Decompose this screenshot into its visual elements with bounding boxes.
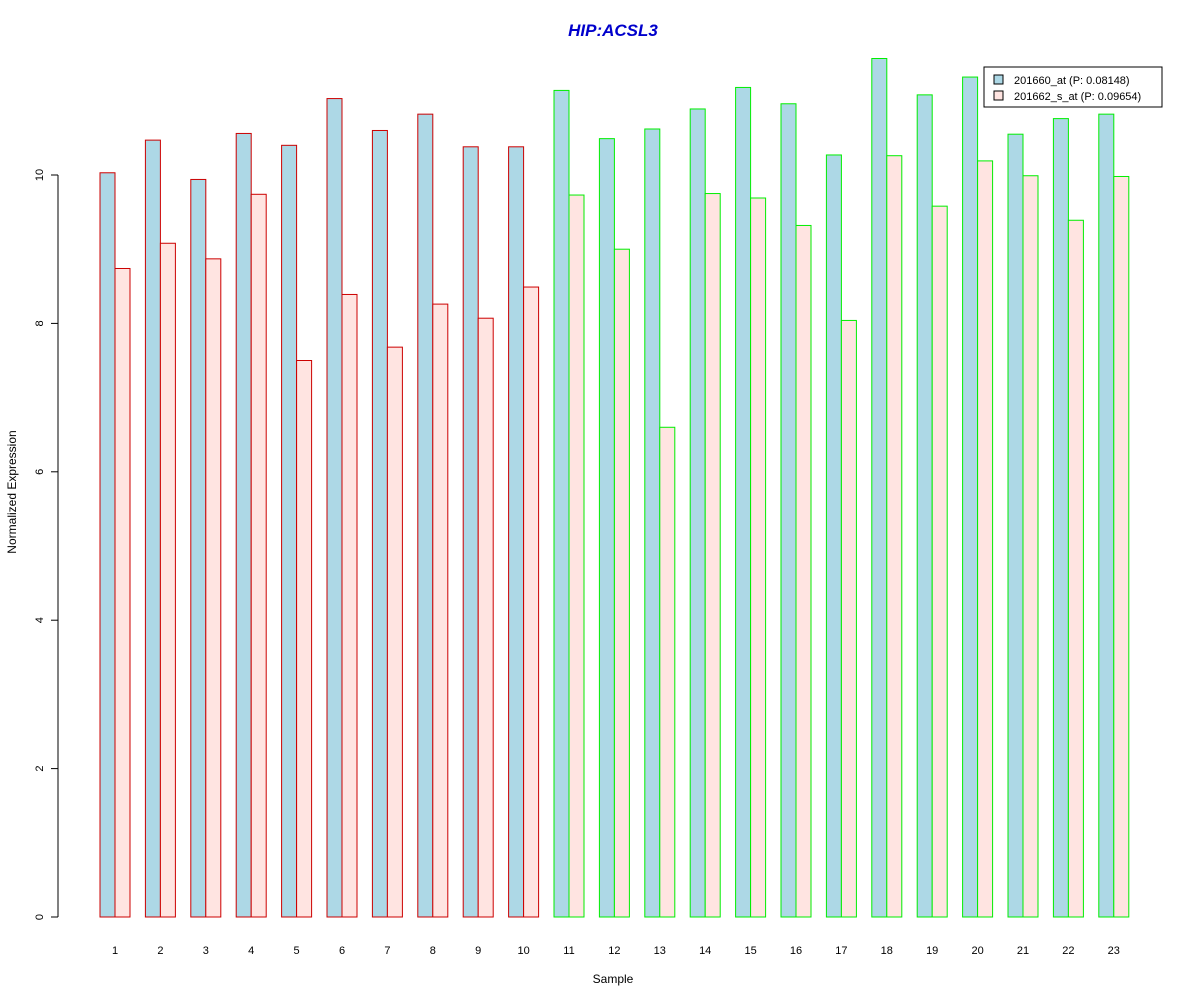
bar-sample-18-series-1 [871,58,888,918]
bar-sample-23-series-1 [1098,113,1115,918]
x-axis-labels: 1 2 3 4 5 6 7 8 9 10 11 12 13 14 15 16 17 18 19 20 21 22 23 [112,945,1120,957]
bar-sample-1-series-2 [114,267,131,918]
bar-sample-3-series-2 [205,258,222,918]
bar-sample-21-series-1 [1007,133,1024,918]
y-axis: 0 2 4 6 8 10 [34,169,59,920]
bar-sample-5-series-1 [281,144,298,918]
bar-sample-15-series-2 [750,197,767,918]
y-tick-label: 10 [34,169,46,181]
bar-sample-21-series-2 [1022,175,1039,918]
bar-sample-22-series-1 [1052,118,1069,918]
legend-label-201660-at: 201660_at (P: 0.08148) [1014,75,1130,87]
legend: 201660_at (P: 0.08148) 201662_s_at (P: 0… [983,66,1163,108]
chart-title: HIP:ACSL3 [568,21,658,40]
legend-box [983,66,1163,108]
bar-sample-11-series-2 [568,194,585,918]
bar-sample-19-series-1 [916,94,933,918]
legend-label-201662-s-at: 201662_s_at (P: 0.09654) [1014,91,1141,103]
bar-sample-1-series-1 [99,172,116,918]
x-tick-label: 4 [248,945,254,957]
bar-sample-6-series-1 [326,98,343,918]
bar-sample-12-series-1 [598,138,615,918]
bar-sample-4-series-2 [250,193,267,918]
bar-sample-7-series-1 [371,129,388,918]
bar-sample-6-series-2 [341,293,358,918]
bar-sample-10-series-2 [523,286,540,918]
x-tick-label: 17 [835,945,847,957]
x-tick-label: 8 [430,945,436,957]
x-tick-label: 3 [203,945,209,957]
x-tick-label: 18 [881,945,893,957]
x-tick-label: 21 [1017,945,1029,957]
x-tick-label: 22 [1062,945,1074,957]
bar-sample-7-series-2 [386,346,403,918]
y-tick-label: 2 [34,766,46,772]
x-tick-label: 20 [971,945,983,957]
bar-sample-3-series-1 [190,178,207,918]
bar-sample-20-series-1 [962,76,979,918]
y-axis-title: Normalized Expression [5,430,19,553]
x-tick-label: 13 [654,945,666,957]
x-tick-label: 5 [294,945,300,957]
bar-sample-16-series-1 [780,103,797,918]
x-tick-label: 10 [517,945,529,957]
x-axis-title: Sample [593,972,634,986]
bar-sample-23-series-2 [1113,175,1130,918]
bar-sample-19-series-2 [931,205,948,918]
x-tick-label: 14 [699,945,711,957]
x-tick-label: 16 [790,945,802,957]
x-tick-label: 7 [384,945,390,957]
bar-sample-17-series-2 [840,319,857,918]
y-tick-label: 0 [34,914,46,920]
bar-sample-22-series-2 [1067,219,1084,918]
bar-sample-2-series-2 [159,242,176,918]
y-tick-label: 4 [34,617,46,623]
y-tick-label: 6 [34,469,46,475]
bar-sample-5-series-2 [296,360,313,918]
bar-sample-12-series-2 [613,248,630,918]
bar-sample-8-series-2 [432,303,449,918]
x-tick-label: 12 [608,945,620,957]
bar-sample-16-series-2 [795,224,812,918]
bar-sample-17-series-1 [825,154,842,918]
x-tick-label: 9 [475,945,481,957]
bar-sample-8-series-1 [417,113,434,918]
legend-swatch-201662-s-at [993,90,1004,101]
x-tick-label: 15 [744,945,756,957]
bars [99,58,1130,918]
bar-sample-10-series-1 [508,146,525,918]
bar-sample-18-series-2 [886,155,903,918]
bar-sample-9-series-2 [477,317,494,918]
bar-sample-14-series-1 [689,108,706,918]
x-tick-label: 23 [1108,945,1120,957]
x-tick-label: 11 [563,945,574,957]
bar-sample-13-series-1 [644,128,661,918]
bar-sample-14-series-2 [704,193,721,918]
x-tick-label: 6 [339,945,345,957]
y-tick-label: 8 [34,320,46,326]
bar-sample-9-series-1 [462,146,479,918]
bar-sample-11-series-1 [553,89,570,918]
bar-sample-20-series-2 [977,160,994,918]
x-tick-label: 19 [926,945,938,957]
x-tick-label: 1 [112,945,118,957]
bar-sample-13-series-2 [659,426,676,918]
bar-sample-4-series-1 [235,132,252,918]
bar-sample-2-series-1 [144,139,161,918]
x-tick-label: 2 [157,945,163,957]
bar-sample-15-series-1 [735,86,752,918]
legend-swatch-201660-at [993,74,1004,85]
